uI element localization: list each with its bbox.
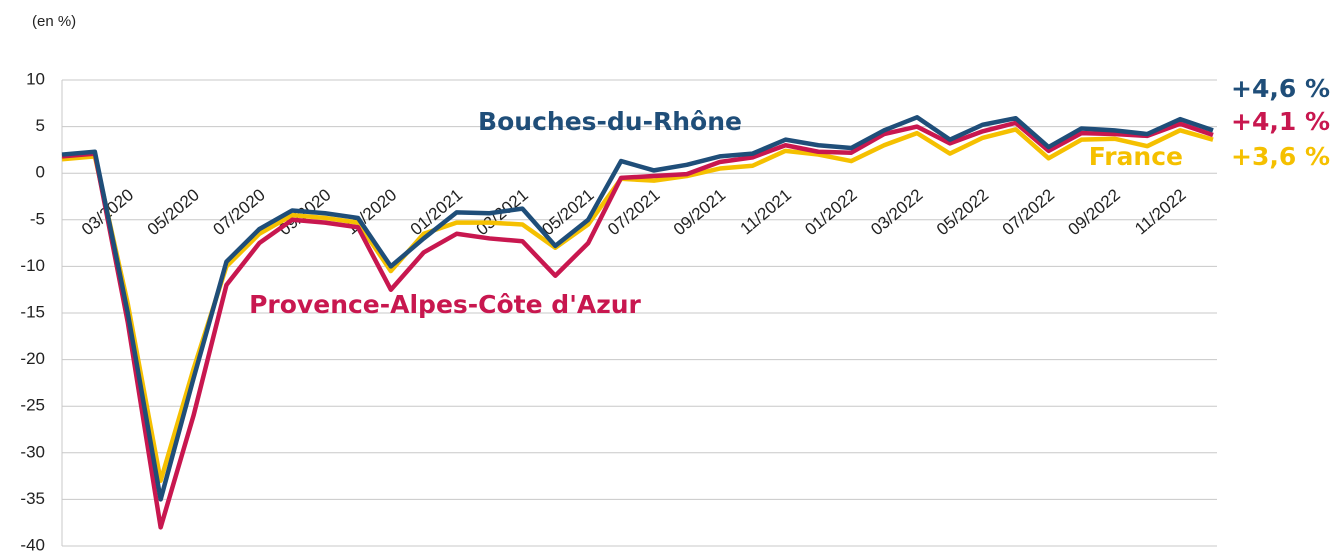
end-label: +4,6 % [1231, 74, 1330, 103]
end-label: +4,1 % [1231, 107, 1330, 136]
series-label: Provence-Alpes-Côte d'Azur [249, 290, 641, 319]
y-tick-label: -20 [20, 349, 45, 368]
series-line [61, 127, 1214, 484]
x-tick-label: 11/2022 [1131, 185, 1189, 238]
series-line [61, 115, 1214, 502]
y-tick-label: -30 [20, 442, 45, 461]
end-label: +3,6 % [1231, 142, 1330, 171]
x-tick-label: 09/2021 [670, 185, 729, 239]
y-tick-label: 0 [36, 163, 45, 182]
x-tick-label: 11/2020 [342, 185, 400, 238]
x-tick-label: 05/2021 [538, 185, 597, 239]
x-tick-label: 09/2022 [1065, 185, 1124, 239]
x-tick-label: 03/2022 [867, 185, 926, 239]
y-tick-label: -15 [20, 302, 45, 321]
series-label: France [1089, 142, 1183, 171]
x-tick-label: 01/2022 [801, 185, 860, 239]
y-tick-label: 10 [26, 69, 45, 88]
series-label: Bouches-du-Rhône [478, 107, 742, 136]
y-tick-label: -35 [20, 489, 45, 508]
x-tick-label: 07/2022 [999, 185, 1058, 239]
y-tick-label: -10 [20, 256, 45, 275]
y-tick-label: -40 [20, 535, 45, 554]
unit-label: (en %) [32, 13, 76, 30]
y-tick-label: -5 [30, 209, 45, 228]
x-tick-label: 05/2020 [144, 185, 203, 239]
y-tick-label: -25 [20, 396, 45, 415]
series-line [61, 120, 1214, 530]
x-tick-label: 11/2021 [737, 185, 795, 238]
x-tick-label: 05/2022 [933, 185, 992, 239]
y-tick-label: 5 [36, 116, 45, 135]
